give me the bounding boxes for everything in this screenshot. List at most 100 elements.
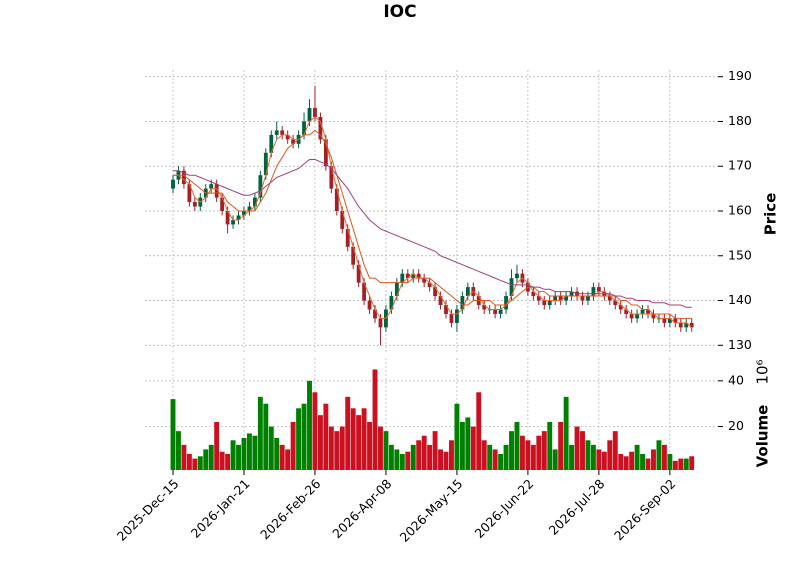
candle-body xyxy=(493,309,498,314)
volume-bar xyxy=(214,422,220,470)
candle-body xyxy=(394,282,399,297)
volume-bar xyxy=(252,435,258,470)
volume-bar xyxy=(530,444,536,470)
candle-body xyxy=(231,219,235,225)
volume-bar xyxy=(612,431,618,470)
candle-body xyxy=(504,296,508,310)
volume-bar xyxy=(454,403,460,470)
x-tick-label: 2026-Apr-08 xyxy=(329,476,394,541)
volume-bar xyxy=(651,449,656,470)
candle-body xyxy=(329,166,334,189)
volume-bar xyxy=(525,440,531,470)
volume-bar xyxy=(438,449,443,470)
candle-body xyxy=(536,296,541,301)
x-tick-label: 2026-Jul-28 xyxy=(546,476,608,538)
volume-bar xyxy=(208,444,214,470)
candle-body xyxy=(291,139,296,144)
candle-body xyxy=(640,309,645,314)
y-tick-label: 180 xyxy=(728,113,752,128)
volume-bar xyxy=(465,417,471,470)
x-tick-label: 2026-Sep-02 xyxy=(611,476,678,543)
candle-body xyxy=(678,322,683,328)
volume-bar xyxy=(307,380,312,470)
volume-bar xyxy=(672,460,678,470)
volume-tick-label: 40 xyxy=(728,372,744,387)
candle-body xyxy=(531,291,536,297)
volume-axis-label: Volume xyxy=(754,405,772,468)
volume-bar xyxy=(301,403,307,470)
volume-bar xyxy=(519,435,525,470)
volume-bar xyxy=(634,444,640,470)
candle-body xyxy=(449,313,454,323)
candle-body xyxy=(591,287,596,297)
candle-body xyxy=(285,134,290,140)
candle-body xyxy=(667,318,672,323)
candle-body xyxy=(323,139,328,167)
candle-body xyxy=(389,296,394,310)
volume-bar xyxy=(563,396,569,470)
candle-body xyxy=(274,130,279,135)
candle-body xyxy=(263,152,268,176)
candle-body xyxy=(509,278,514,297)
volume-bar xyxy=(197,456,203,470)
volume-bar xyxy=(339,426,345,470)
candle-body xyxy=(635,313,640,319)
candle-body xyxy=(444,305,448,314)
volume-bar xyxy=(345,396,351,470)
moving-average xyxy=(173,129,692,319)
volume-bar xyxy=(503,444,509,470)
candle-body xyxy=(182,170,186,185)
volume-bar xyxy=(176,431,181,470)
volume-bar xyxy=(683,458,689,470)
volume-bar xyxy=(618,454,624,470)
x-tick-label: 2026-Jan-21 xyxy=(188,476,253,541)
y-axis-label: Price xyxy=(762,193,780,236)
candle-body xyxy=(378,318,383,328)
candle-body xyxy=(646,309,650,314)
volume-bar xyxy=(263,403,269,470)
volume-bar xyxy=(459,422,465,470)
y-tick-label: 170 xyxy=(728,158,752,173)
volume-bar xyxy=(629,451,635,470)
moving-average xyxy=(173,116,693,328)
volume-bar xyxy=(645,458,651,470)
volume-bar xyxy=(323,403,329,470)
volume-unit: 10⁶ xyxy=(754,359,772,384)
candle-body xyxy=(662,318,667,323)
volume-bar xyxy=(290,422,296,470)
volume-bar xyxy=(285,449,291,470)
volume-bar xyxy=(656,440,662,470)
volume-bar xyxy=(607,440,613,470)
candle-body xyxy=(580,296,585,301)
volume-tick-label: 20 xyxy=(728,418,744,433)
candle-body xyxy=(613,300,618,305)
volume-bar xyxy=(541,431,547,470)
volume-bar xyxy=(476,392,482,470)
candle-body xyxy=(547,300,552,305)
candle-body xyxy=(558,296,563,301)
candle-body xyxy=(225,211,230,225)
volume-bar xyxy=(470,426,476,470)
candle-body xyxy=(411,273,416,279)
volume-bar xyxy=(661,444,667,470)
volume-bar xyxy=(378,426,383,470)
x-tick-label: 2026-May-15 xyxy=(397,476,466,545)
volume-bar xyxy=(547,422,553,470)
volume-bar xyxy=(640,454,646,470)
y-tick-label: 150 xyxy=(728,247,752,262)
candle-body xyxy=(258,175,263,198)
volume-bar xyxy=(574,426,580,470)
volume-bar xyxy=(225,454,231,470)
volume-bar xyxy=(667,454,673,470)
candle-body xyxy=(242,211,246,216)
volume-bar xyxy=(552,449,558,470)
volume-bar xyxy=(236,444,241,470)
x-tick-label: 2026-Jun-22 xyxy=(471,476,536,541)
candle-body xyxy=(269,134,274,153)
candle-body xyxy=(433,287,437,297)
volume-bar xyxy=(383,431,389,470)
candle-body xyxy=(422,278,427,283)
volume-bar xyxy=(405,451,411,470)
candle-body xyxy=(247,206,252,211)
